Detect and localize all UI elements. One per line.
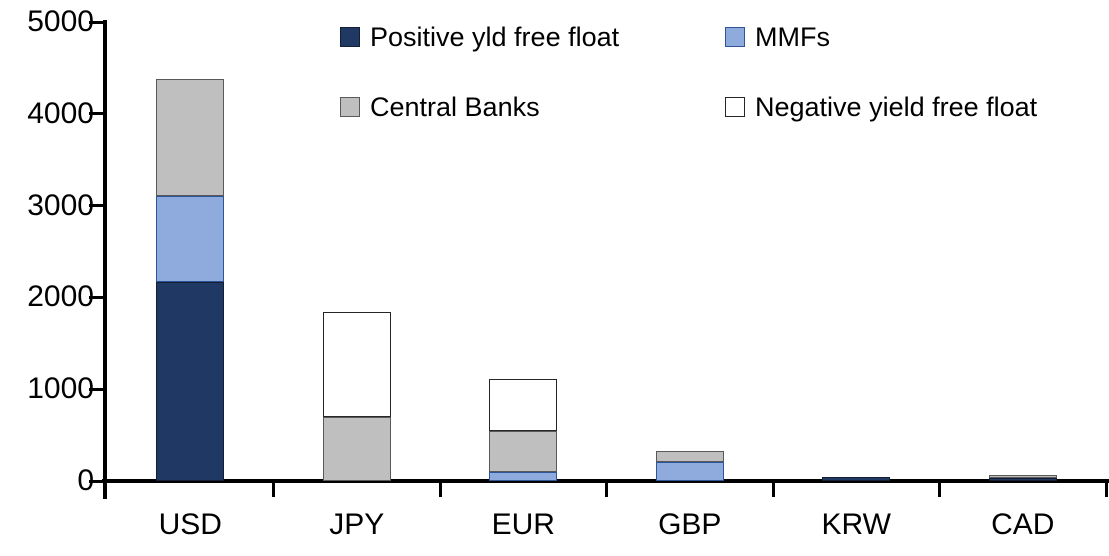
bar-segment-cad-0 (988, 478, 1057, 481)
y-axis-tick (89, 204, 103, 208)
x-axis-line (102, 479, 1109, 483)
y-tick-label: 1000 (27, 372, 94, 406)
y-axis-tick (89, 20, 103, 24)
bar-segment-cad-2 (988, 474, 1057, 479)
legend-label: Positive yld free float (370, 22, 620, 52)
bar-segment-gbp-2 (655, 450, 724, 462)
legend-marker-icon (340, 27, 360, 47)
bar-segment-jpy-3 (322, 311, 391, 418)
x-category-label: GBP (658, 508, 722, 541)
x-axis-tick (771, 483, 775, 497)
x-axis-tick (938, 483, 941, 497)
y-tick-label: 4000 (27, 96, 94, 130)
x-axis-tick (1104, 483, 1108, 497)
y-tick-label: 0 (77, 464, 94, 497)
y-axis-line (103, 20, 107, 499)
x-axis-tick (438, 483, 442, 497)
y-axis-tick (89, 112, 103, 116)
bar-segment-krw-0 (822, 476, 891, 481)
legend-label: MMFs (755, 22, 830, 52)
bar-segment-gbp-1 (655, 461, 724, 481)
legend-marker-icon (340, 97, 360, 117)
legend-label: Central Banks (370, 92, 540, 122)
bar-segment-jpy-2 (322, 417, 391, 481)
y-axis-tick (89, 479, 103, 483)
x-axis-tick (605, 483, 608, 497)
bar-segment-usd-1 (156, 196, 225, 282)
y-tick-label: 2000 (27, 280, 94, 314)
y-tick-label: 3000 (27, 188, 94, 222)
x-category-label: USD (158, 508, 222, 541)
bar-segment-eur-1 (489, 471, 558, 481)
legend-marker-icon (725, 27, 745, 47)
x-axis-tick (272, 483, 275, 497)
bar-segment-usd-0 (156, 281, 225, 481)
x-category-label: KRW (821, 508, 891, 541)
legend-item: MMFs (725, 22, 830, 52)
y-axis-tick (89, 295, 103, 299)
legend-item: Negative yield free float (725, 92, 1037, 122)
legend-item: Central Banks (340, 92, 540, 122)
x-category-label: EUR (491, 508, 555, 541)
bar-segment-eur-3 (489, 379, 558, 432)
y-axis-tick (89, 387, 103, 391)
legend-item: Positive yld free float (340, 22, 619, 52)
x-category-label: JPY (329, 508, 385, 541)
bar-segment-eur-2 (489, 431, 558, 472)
legend-marker-icon (725, 97, 745, 117)
bar-segment-usd-2 (156, 78, 225, 197)
x-category-label: CAD (991, 508, 1055, 541)
legend-label: Negative yield free float (755, 92, 1038, 122)
y-tick-label: 5000 (27, 5, 94, 38)
